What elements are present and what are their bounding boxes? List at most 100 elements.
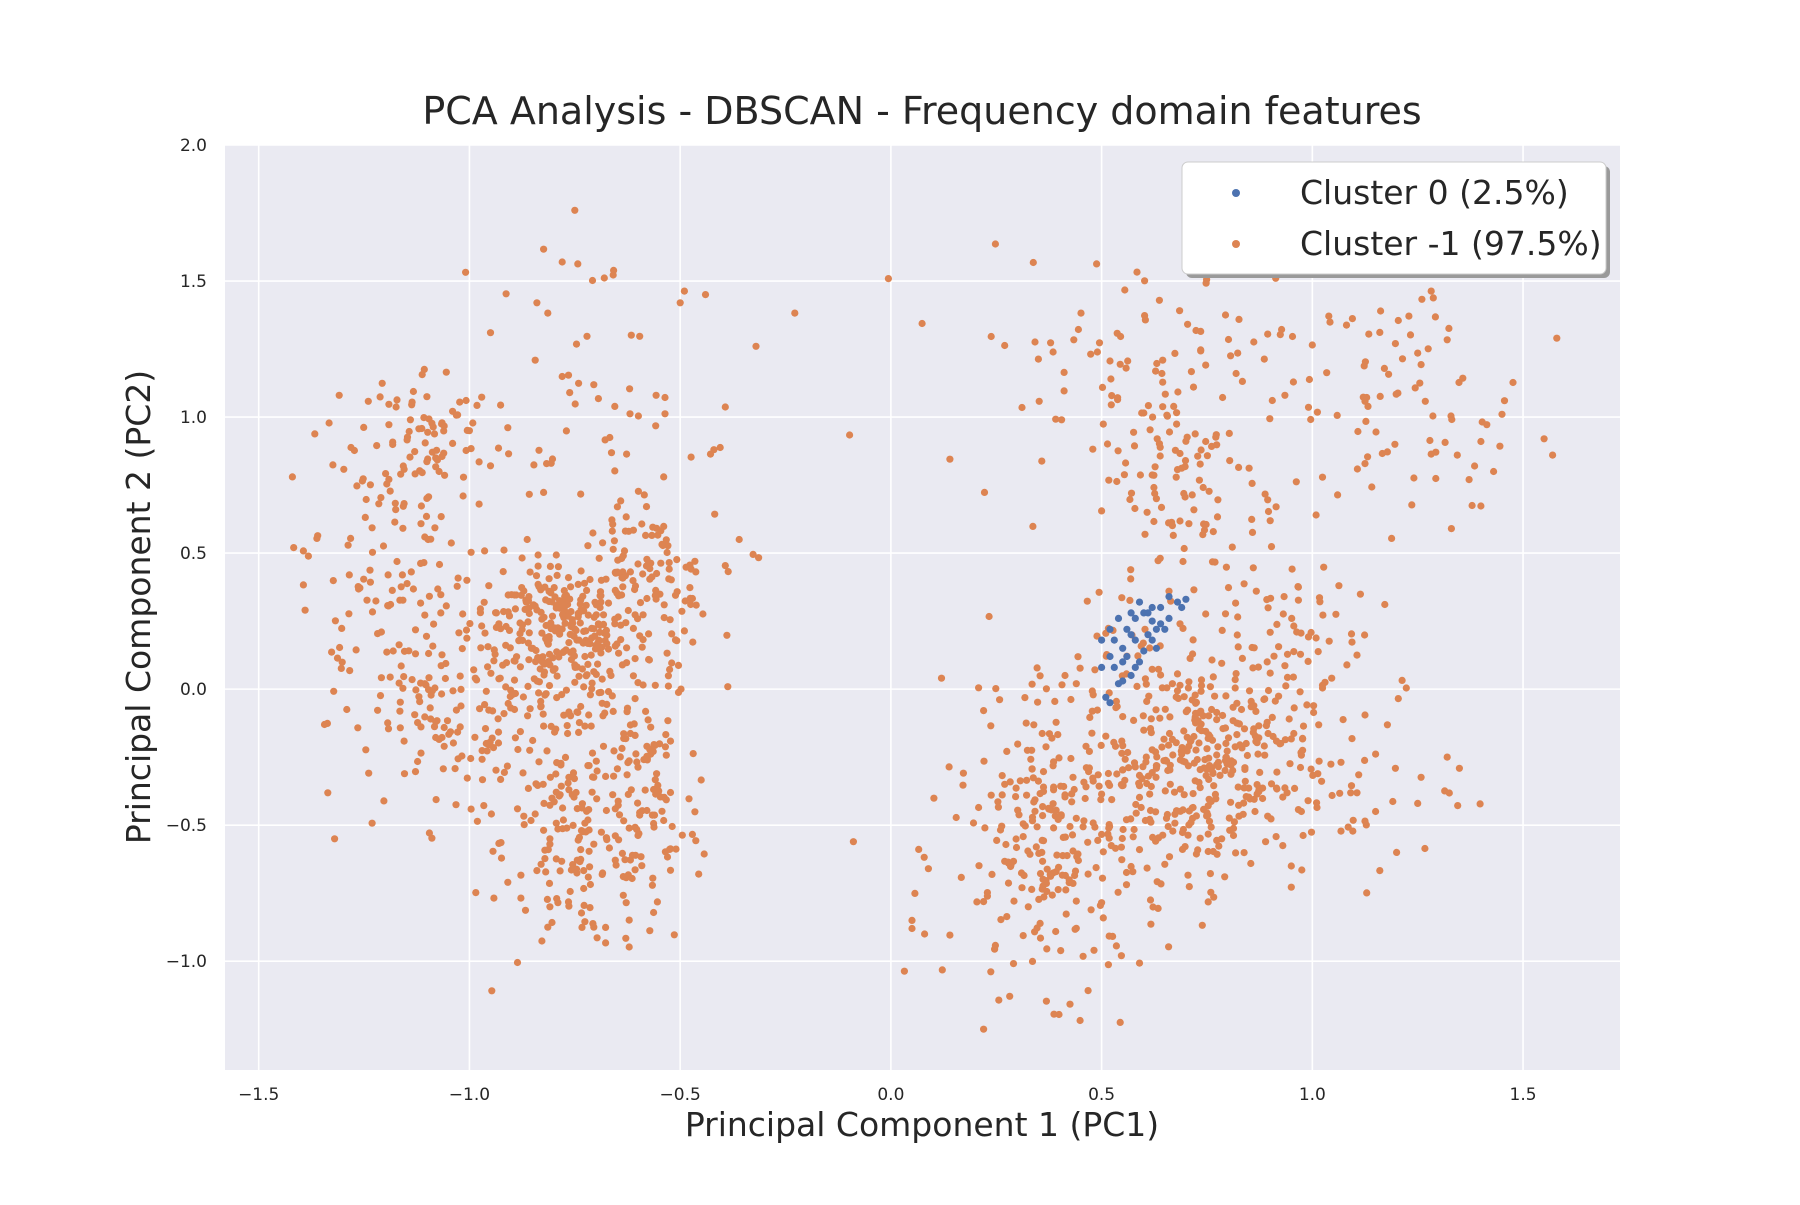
point-cluster-minus-1 — [554, 825, 562, 833]
point-cluster-minus-1 — [1250, 338, 1258, 346]
point-cluster-minus-1 — [1402, 684, 1410, 692]
point-cluster-minus-1 — [1372, 807, 1380, 816]
point-cluster-minus-1 — [565, 773, 573, 781]
point-cluster-minus-1 — [1315, 721, 1323, 729]
point-cluster-minus-1 — [337, 664, 345, 673]
point-cluster-minus-1 — [631, 585, 639, 594]
point-cluster-minus-1 — [1234, 783, 1242, 791]
point-cluster-minus-1 — [543, 460, 551, 468]
point-cluster-minus-1 — [1098, 507, 1106, 515]
point-cluster-minus-1 — [1004, 858, 1012, 866]
point-cluster-minus-1 — [638, 862, 646, 870]
point-cluster-minus-1 — [1156, 452, 1164, 460]
point-cluster-minus-1 — [502, 290, 510, 298]
point-cluster-minus-1 — [503, 762, 511, 770]
point-cluster-minus-1 — [497, 854, 506, 862]
point-cluster-minus-1 — [1205, 817, 1214, 825]
point-cluster-minus-1 — [540, 671, 548, 679]
point-cluster-minus-1 — [358, 477, 366, 485]
point-cluster-minus-1 — [1290, 648, 1298, 656]
point-cluster-minus-1 — [1353, 465, 1361, 473]
point-cluster-0 — [1144, 609, 1152, 617]
point-cluster-minus-1 — [662, 536, 670, 544]
point-cluster-minus-1 — [1054, 886, 1062, 894]
point-cluster-minus-1 — [1209, 528, 1217, 536]
point-cluster-minus-1 — [411, 470, 419, 478]
point-cluster-minus-1 — [1171, 446, 1179, 454]
point-cluster-minus-1 — [1141, 277, 1149, 285]
point-cluster-minus-1 — [1391, 340, 1399, 348]
point-cluster-minus-1 — [395, 679, 403, 687]
point-cluster-minus-1 — [959, 769, 968, 777]
point-cluster-minus-1 — [1315, 594, 1324, 602]
point-cluster-minus-1 — [1426, 436, 1434, 445]
point-cluster-minus-1 — [1124, 748, 1132, 757]
point-cluster-minus-1 — [1208, 705, 1216, 714]
point-cluster-minus-1 — [1197, 347, 1205, 355]
point-cluster-0 — [1131, 636, 1139, 644]
point-cluster-minus-1 — [908, 924, 916, 933]
point-cluster-minus-1 — [645, 655, 653, 664]
point-cluster-minus-1 — [1098, 790, 1106, 798]
point-cluster-minus-1 — [567, 583, 575, 591]
point-cluster-minus-1 — [678, 831, 686, 839]
point-cluster-minus-1 — [1118, 594, 1126, 602]
point-cluster-minus-1 — [619, 891, 627, 899]
point-cluster-minus-1 — [1119, 766, 1127, 774]
point-cluster-minus-1 — [687, 453, 695, 461]
point-cluster-minus-1 — [455, 629, 463, 637]
point-cluster-minus-1 — [421, 713, 429, 721]
point-cluster-minus-1 — [595, 637, 603, 645]
point-cluster-minus-1 — [599, 742, 608, 750]
point-cluster-minus-1 — [633, 825, 641, 834]
point-cluster-minus-1 — [1237, 705, 1246, 714]
point-cluster-minus-1 — [666, 788, 675, 797]
point-cluster-minus-1 — [1348, 735, 1356, 743]
point-cluster-minus-1 — [1093, 706, 1101, 714]
point-cluster-minus-1 — [525, 656, 533, 664]
point-cluster-minus-1 — [598, 870, 606, 879]
point-cluster-minus-1 — [1232, 599, 1240, 607]
point-cluster-minus-1 — [1173, 466, 1182, 474]
point-cluster-minus-1 — [554, 563, 563, 571]
point-cluster-minus-1 — [617, 621, 625, 629]
point-cluster-minus-1 — [1421, 397, 1429, 405]
point-cluster-minus-1 — [647, 723, 655, 731]
point-cluster-minus-1 — [534, 551, 542, 559]
point-cluster-minus-1 — [1289, 673, 1297, 681]
point-cluster-minus-1 — [1394, 695, 1402, 703]
point-cluster-minus-1 — [1045, 805, 1053, 813]
point-cluster-minus-1 — [1183, 733, 1191, 741]
point-cluster-minus-1 — [1234, 643, 1242, 651]
point-cluster-minus-1 — [1192, 850, 1200, 858]
point-cluster-minus-1 — [1372, 428, 1380, 436]
point-cluster-minus-1 — [582, 672, 590, 680]
point-cluster-minus-1 — [478, 776, 487, 784]
point-cluster-minus-1 — [1079, 823, 1087, 831]
point-cluster-minus-1 — [668, 822, 676, 831]
point-cluster-minus-1 — [1279, 610, 1287, 618]
point-cluster-minus-1 — [412, 686, 420, 694]
point-cluster-minus-1 — [329, 461, 337, 469]
point-cluster-minus-1 — [1283, 650, 1292, 658]
point-cluster-minus-1 — [571, 400, 579, 408]
point-cluster-minus-1 — [533, 299, 541, 307]
point-cluster-minus-1 — [1118, 856, 1126, 864]
point-cluster-minus-1 — [484, 663, 492, 671]
point-cluster-minus-1 — [1179, 825, 1187, 834]
point-cluster-minus-1 — [1104, 961, 1112, 969]
point-cluster-minus-1 — [578, 665, 587, 673]
point-cluster-minus-1 — [1269, 732, 1277, 741]
point-cluster-minus-1 — [497, 401, 505, 409]
point-cluster-minus-1 — [417, 599, 425, 607]
point-cluster-minus-1 — [553, 648, 561, 656]
point-cluster-minus-1 — [652, 790, 660, 798]
point-cluster-minus-1 — [389, 647, 397, 655]
point-cluster-minus-1 — [537, 860, 545, 868]
point-cluster-minus-1 — [511, 605, 519, 613]
point-cluster-minus-1 — [1089, 691, 1097, 699]
point-cluster-minus-1 — [374, 630, 382, 638]
point-cluster-minus-1 — [1074, 653, 1082, 661]
point-cluster-minus-1 — [997, 916, 1005, 924]
point-cluster-minus-1 — [1117, 952, 1125, 960]
